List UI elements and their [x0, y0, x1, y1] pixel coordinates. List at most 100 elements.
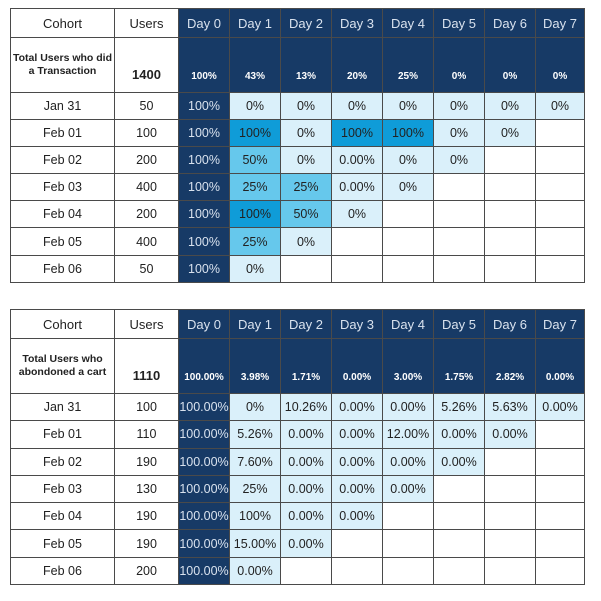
cohort-users: 200 [114, 200, 179, 229]
retention-cell: 0% [229, 254, 281, 283]
cohort-users: 50 [114, 91, 179, 121]
cohort-users: 130 [114, 474, 179, 504]
retention-cell: 25% [229, 474, 281, 504]
total-rate-cell: 3.00% [382, 338, 434, 394]
retention-cell [484, 502, 536, 531]
retention-cell [535, 474, 585, 504]
retention-cell: 0.00% [331, 502, 383, 531]
column-header: Cohort [10, 8, 115, 38]
retention-cell [535, 502, 585, 531]
total-rate-cell: 0% [484, 37, 536, 93]
cohort-date: Feb 04 [10, 502, 115, 531]
retention-cell: 5.26% [433, 392, 485, 422]
column-header: Day 3 [331, 8, 383, 38]
retention-cell: 0% [382, 173, 434, 202]
total-rate-cell: 13% [280, 37, 332, 93]
cohort-date: Feb 04 [10, 200, 115, 229]
retention-cell [535, 200, 585, 229]
retention-cell [535, 173, 585, 202]
retention-cell [484, 474, 536, 504]
retention-cell: 0% [331, 200, 383, 229]
retention-cell [433, 502, 485, 531]
retention-cell: 0.00% [331, 420, 383, 449]
cohort-date: Feb 03 [10, 173, 115, 202]
retention-cell: 0.00% [535, 392, 585, 422]
column-header: Day 5 [433, 8, 485, 38]
cohort-users: 100 [114, 392, 179, 422]
cohort-date: Jan 31 [10, 392, 115, 422]
retention-cell [382, 556, 434, 586]
cohort-date: Feb 01 [10, 119, 115, 148]
retention-cell [382, 227, 434, 256]
column-header: Day 1 [229, 309, 281, 339]
column-header: Cohort [10, 309, 115, 339]
retention-cell [433, 227, 485, 256]
retention-cell [280, 254, 332, 283]
retention-cell [382, 200, 434, 229]
total-users: 1400 [114, 37, 179, 93]
retention-cell: 25% [229, 173, 281, 202]
retention-cell: 0% [433, 119, 485, 148]
retention-cell: 0.00% [280, 420, 332, 449]
column-header: Day 0 [178, 8, 230, 38]
cohort-row: Feb 04 190 100.00% 100% 0.00% 0.00% [10, 502, 585, 531]
retention-cell [382, 502, 434, 531]
total-label: Total Users who abondoned a cart [10, 338, 115, 394]
retention-cell [535, 254, 585, 283]
retention-cell [331, 254, 383, 283]
total-rate-cell: 0.00% [331, 338, 383, 394]
cohort-date: Feb 06 [10, 254, 115, 283]
retention-cell: 0% [484, 91, 536, 121]
retention-cell: 0.00% [280, 502, 332, 531]
cohort-row: Feb 06 200 100.00% 0.00% [10, 556, 585, 586]
retention-cell: 100% [229, 502, 281, 531]
retention-cell: 0% [229, 392, 281, 422]
retention-cell: 0.00% [382, 392, 434, 422]
retention-cell: 100.00% [178, 420, 230, 449]
retention-cell: 100% [178, 146, 230, 175]
retention-cell: 100% [178, 91, 230, 121]
retention-cell: 100% [178, 119, 230, 148]
total-rate-cell: 100.00% [178, 338, 230, 394]
cohort-row: Feb 05 190 100.00% 15.00% 0.00% [10, 529, 585, 558]
cohort-date: Feb 06 [10, 556, 115, 586]
cohort-row: Feb 02 190 100.00% 7.60% 0.00% 0.00% 0.00% 0.00… [10, 447, 585, 476]
retention-cell: 0.00% [382, 474, 434, 504]
retention-cell: 100.00% [178, 502, 230, 531]
total-rate-cell: 2.82% [484, 338, 536, 394]
cohort-row: Feb 01 100 100% 100% 0% 100% 100% 0% 0% [10, 119, 585, 148]
retention-cell: 25% [280, 173, 332, 202]
retention-cell [484, 447, 536, 476]
retention-cell [535, 146, 585, 175]
total-rate-cell: 0% [535, 37, 585, 93]
cohort-row: Jan 31 100 100.00% 0% 10.26% 0.00% 0.00% 5.26% 5… [10, 392, 585, 422]
column-header: Day 0 [178, 309, 230, 339]
cohort-users: 50 [114, 254, 179, 283]
retention-cell [484, 146, 536, 175]
retention-cell: 0.00% [280, 474, 332, 504]
cohort-date: Feb 05 [10, 529, 115, 558]
column-header: Users [114, 8, 179, 38]
total-rate-cell: 100% [178, 37, 230, 93]
retention-cell [535, 420, 585, 449]
transaction-cohort-table: Cohort Users Day 0 Day 1 Day 2 Day 3 Day 4 Day … [10, 8, 585, 283]
retention-cell [535, 119, 585, 148]
retention-cell: 0.00% [280, 447, 332, 476]
retention-cell: 0.00% [433, 447, 485, 476]
retention-cell: 100.00% [178, 474, 230, 504]
retention-cell: 0.00% [331, 173, 383, 202]
retention-cell: 0% [484, 119, 536, 148]
retention-cell: 100% [331, 119, 383, 148]
retention-cell: 10.26% [280, 392, 332, 422]
retention-cell [433, 254, 485, 283]
retention-cell: 100% [229, 119, 281, 148]
retention-cell [535, 529, 585, 558]
cohort-row: Feb 02 200 100% 50% 0% 0.00% 0% 0% [10, 146, 585, 175]
retention-cell: 0% [433, 146, 485, 175]
retention-cell [382, 529, 434, 558]
total-rate-cell: 25% [382, 37, 434, 93]
cohort-date: Feb 05 [10, 227, 115, 256]
retention-cell: 0.00% [382, 447, 434, 476]
column-header: Day 2 [280, 8, 332, 38]
retention-cell: 50% [229, 146, 281, 175]
